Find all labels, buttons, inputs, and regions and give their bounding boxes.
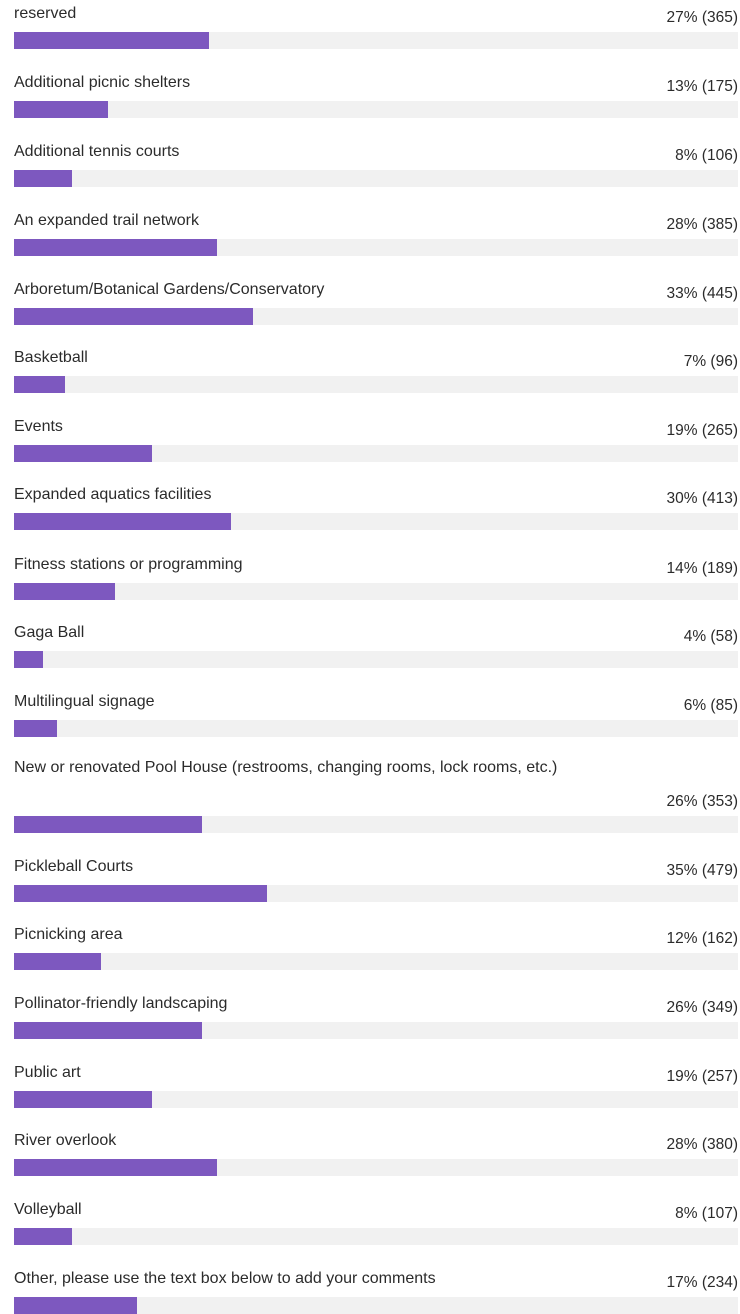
bar-label: An expanded trail network — [14, 212, 199, 229]
bar-fill — [14, 651, 43, 668]
bar-track — [14, 513, 738, 530]
bar-value-label: 6% (85) — [683, 697, 738, 714]
bar-fill — [14, 1228, 72, 1245]
bar-track — [14, 953, 738, 970]
bar-value-label: 13% (175) — [666, 78, 738, 95]
bar-value-label: 26% (353) — [666, 793, 738, 810]
bar-label: New or renovated Pool House (restrooms, … — [14, 759, 558, 776]
bar-label: reserved — [14, 5, 77, 22]
bar-value-label: 14% (189) — [666, 560, 738, 577]
bar-track — [14, 1297, 738, 1314]
bar-fill — [14, 1091, 152, 1108]
bar-track — [14, 583, 738, 600]
bar-value-label: 8% (107) — [675, 1205, 738, 1222]
bar-value-label: 30% (413) — [666, 490, 738, 507]
bar-value-label: 19% (257) — [666, 1068, 738, 1085]
bar-track — [14, 885, 738, 902]
bar-track — [14, 445, 738, 462]
bar-track — [14, 376, 738, 393]
bar-fill — [14, 445, 152, 462]
bar-track — [14, 720, 738, 737]
bar-fill — [14, 513, 232, 530]
bar-value-label: 8% (106) — [675, 147, 738, 164]
bar-label: Pollinator-friendly landscaping — [14, 995, 228, 1012]
bar-value-label: 19% (265) — [666, 422, 738, 439]
bar-track — [14, 1159, 738, 1176]
bar-label: Picnicking area — [14, 926, 123, 943]
bar-fill — [14, 170, 72, 187]
bar-fill — [14, 308, 253, 325]
bar-value-label: 27% (365) — [666, 9, 738, 26]
bar-track — [14, 101, 738, 118]
bar-value-label: 17% (234) — [666, 1274, 738, 1291]
bar-label: Expanded aquatics facilities — [14, 486, 212, 503]
bar-value-label: 28% (380) — [666, 1136, 738, 1153]
bar-label: Gaga Ball — [14, 624, 85, 641]
bar-fill — [14, 239, 217, 256]
bar-fill — [14, 720, 58, 737]
bar-label: Arboretum/Botanical Gardens/Conservatory — [14, 281, 325, 298]
bar-value-label: 33% (445) — [666, 285, 738, 302]
bar-label: Other, please use the text box below to … — [14, 1270, 436, 1287]
bar-fill — [14, 885, 268, 902]
bar-fill — [14, 1022, 203, 1039]
bar-value-label: 12% (162) — [666, 930, 738, 947]
bar-fill — [14, 1159, 217, 1176]
bar-track — [14, 239, 738, 256]
bar-fill — [14, 376, 65, 393]
bar-label: Public art — [14, 1064, 81, 1081]
bar-label: River overlook — [14, 1132, 117, 1149]
bar-value-label: 26% (349) — [666, 999, 738, 1016]
bar-label: Events — [14, 418, 63, 435]
bar-value-label: 7% (96) — [683, 353, 738, 370]
bar-label: Volleyball — [14, 1201, 82, 1218]
bar-fill — [14, 101, 109, 118]
bar-fill — [14, 953, 101, 970]
bar-value-label: 35% (479) — [666, 862, 738, 879]
bar-track — [14, 651, 738, 668]
bar-fill — [14, 816, 203, 833]
bar-label: Basketball — [14, 349, 88, 366]
bar-fill — [14, 32, 210, 49]
bar-track — [14, 308, 738, 325]
bar-track — [14, 32, 738, 49]
bar-track — [14, 1228, 738, 1245]
bar-track — [14, 170, 738, 187]
bar-label: Additional tennis courts — [14, 143, 180, 160]
bar-track — [14, 1022, 738, 1039]
bar-value-label: 28% (385) — [666, 216, 738, 233]
bar-track — [14, 1091, 738, 1108]
bar-fill — [14, 1297, 138, 1314]
bar-label: Fitness stations or programming — [14, 556, 243, 573]
bar-label: Additional picnic shelters — [14, 74, 191, 91]
bar-label: Pickleball Courts — [14, 858, 134, 875]
bar-label: Multilingual signage — [14, 693, 155, 710]
bar-track — [14, 816, 738, 833]
bar-fill — [14, 583, 116, 600]
bar-value-label: 4% (58) — [683, 628, 738, 645]
